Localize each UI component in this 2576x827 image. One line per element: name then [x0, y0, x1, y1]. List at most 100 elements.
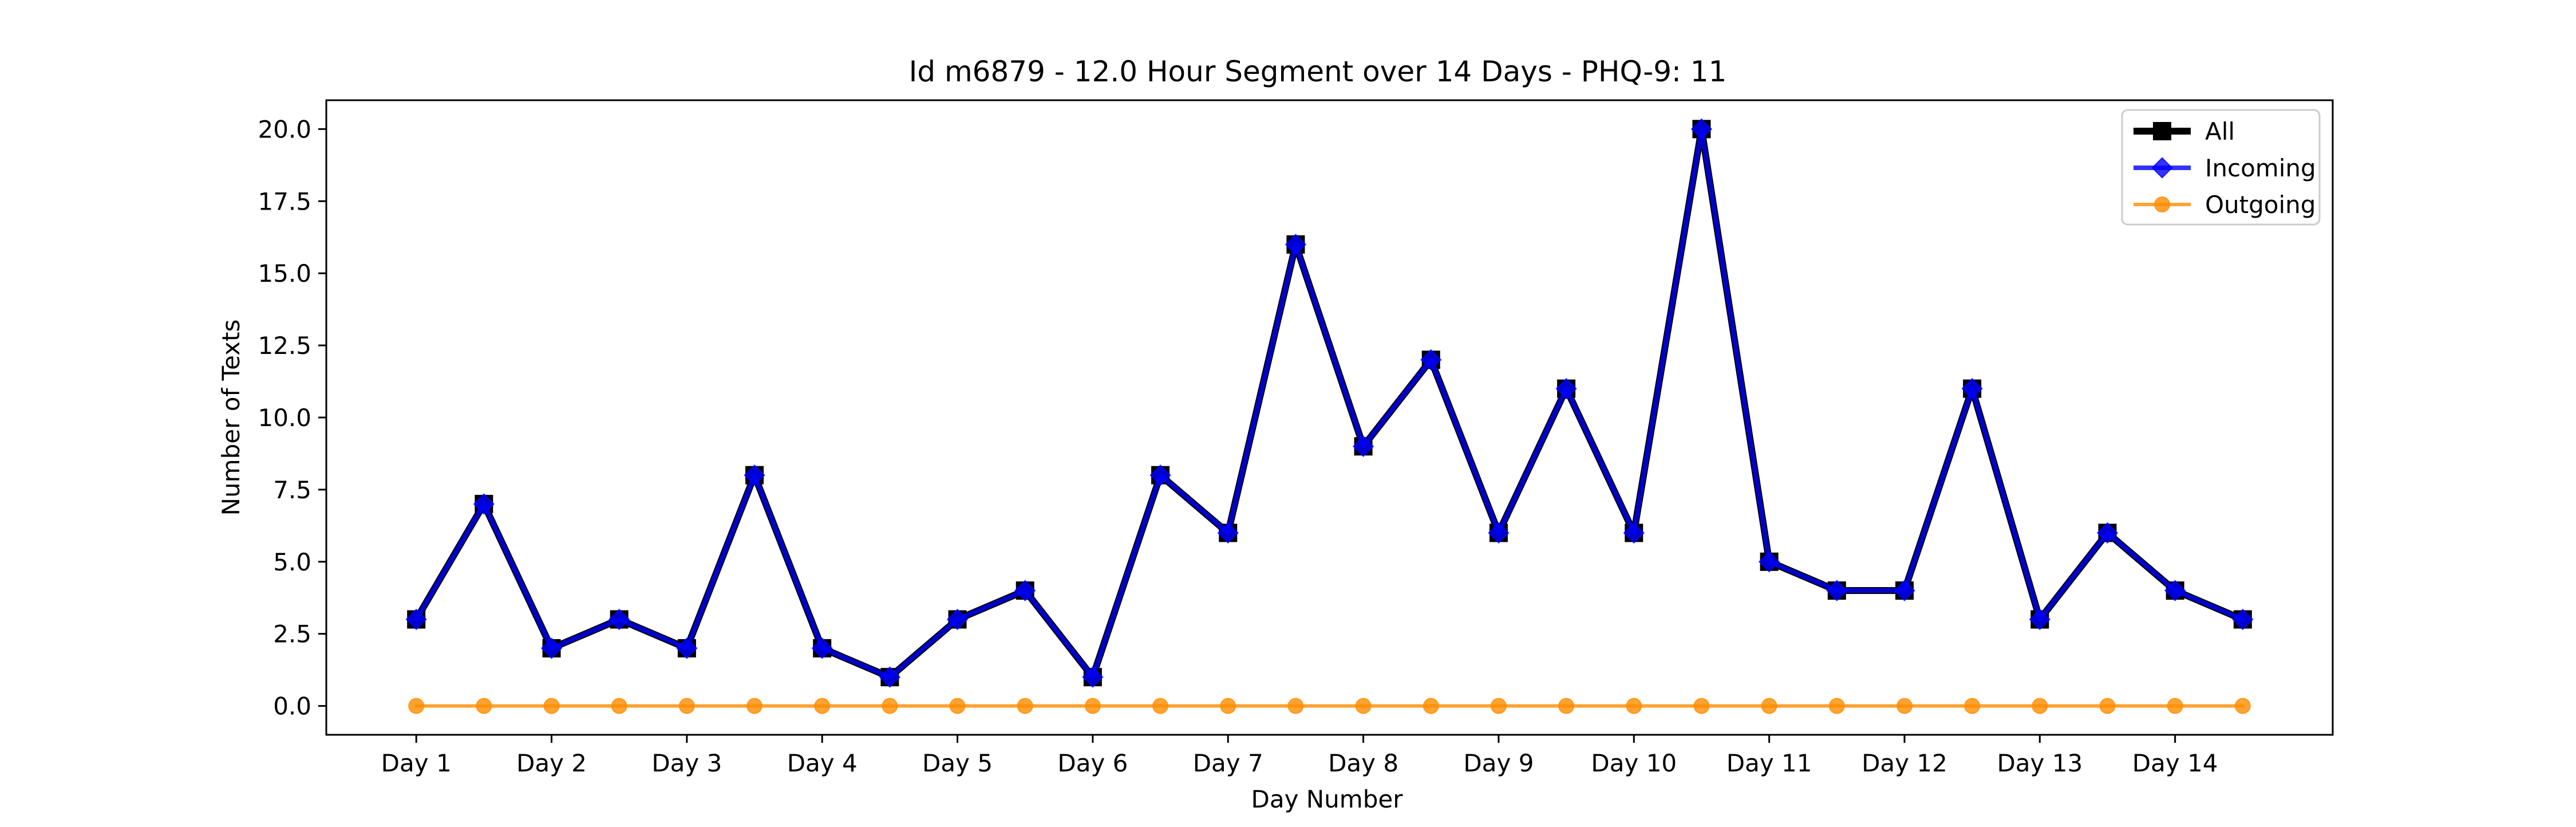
x-axis-label: Day Number [1251, 785, 1403, 813]
x-tick-label: Day 3 [651, 749, 722, 777]
x-tick-label: Day 2 [516, 749, 587, 777]
series-layer [405, 118, 2254, 714]
data-point-incoming [1014, 580, 1036, 601]
data-point-outgoing [1017, 698, 1033, 714]
legend-marker [2154, 196, 2170, 212]
data-point-incoming [1690, 118, 1713, 140]
legend-marker [2151, 157, 2173, 179]
legend: All Incoming Outgoing [2121, 109, 2321, 226]
data-point-outgoing [2167, 698, 2183, 714]
legend-item-incoming: Incoming [2134, 154, 2316, 182]
data-point-incoming [1149, 464, 1171, 486]
data-point-incoming [1082, 666, 1104, 688]
y-tick-label: 2.5 [273, 620, 311, 648]
data-point-outgoing [1287, 698, 1304, 714]
data-point-outgoing [2099, 698, 2116, 714]
y-axis-label: Number of Texts [217, 320, 245, 516]
data-point-incoming [1758, 551, 1780, 573]
data-point-outgoing [1626, 698, 1642, 714]
x-tick-label: Day 8 [1328, 749, 1398, 777]
data-point-incoming [540, 637, 563, 659]
data-point-outgoing [678, 698, 695, 714]
data-point-incoming [2096, 522, 2119, 544]
x-tick-label: Day 13 [1997, 749, 2083, 777]
data-point-incoming [1826, 580, 1848, 601]
y-tick-label: 20.0 [258, 115, 311, 143]
data-point-outgoing [1693, 698, 1710, 714]
data-point-outgoing [746, 698, 763, 714]
data-point-outgoing [543, 698, 560, 714]
data-point-incoming [811, 637, 833, 659]
data-point-incoming [2232, 608, 2254, 631]
y-tick-label: 5.0 [273, 548, 311, 576]
y-tick-label: 10.0 [258, 404, 311, 432]
x-tick-label: Day 9 [1463, 749, 1534, 777]
data-point-outgoing [476, 698, 492, 714]
data-point-incoming [473, 493, 495, 515]
x-tick-label: Day 14 [2132, 749, 2218, 777]
series-incoming [405, 118, 2254, 688]
legend-marker [2153, 122, 2171, 140]
data-point-outgoing [1490, 698, 1507, 714]
data-point-incoming [609, 608, 630, 631]
x-tick-label: Day 6 [1057, 749, 1128, 777]
data-point-outgoing [1355, 698, 1372, 714]
data-point-incoming [744, 464, 765, 486]
data-point-outgoing [1558, 698, 1575, 714]
data-point-outgoing [611, 698, 627, 714]
data-point-outgoing [882, 698, 898, 714]
legend-item-outgoing: Outgoing [2134, 191, 2316, 219]
data-point-incoming [2029, 608, 2050, 631]
legend-items: All Incoming Outgoing [2134, 117, 2316, 219]
data-point-outgoing [814, 698, 831, 714]
series-outgoing [408, 698, 2251, 714]
data-point-incoming [946, 608, 969, 631]
chart-title: Id m6879 - 12.0 Hour Segment over 14 Day… [909, 55, 1727, 88]
data-point-outgoing [1761, 698, 1777, 714]
data-point-incoming [1961, 377, 1983, 400]
data-point-incoming [1352, 435, 1374, 458]
data-point-outgoing [1220, 698, 1236, 714]
data-point-incoming [1217, 522, 1239, 544]
data-point-incoming [1285, 234, 1307, 255]
data-point-incoming [1420, 349, 1442, 371]
legend-label: All [2205, 117, 2235, 145]
data-point-outgoing [1423, 698, 1439, 714]
data-point-outgoing [1152, 698, 1169, 714]
data-point-outgoing [1084, 698, 1101, 714]
data-point-incoming [1555, 377, 1577, 400]
data-point-outgoing [1896, 698, 1913, 714]
data-point-outgoing [408, 698, 425, 714]
y-tick-label: 17.5 [258, 187, 311, 215]
legend-item-all: All [2134, 117, 2235, 145]
data-point-incoming [1488, 522, 1510, 544]
x-tick-label: Day 10 [1591, 749, 1677, 777]
data-point-outgoing [1964, 698, 1981, 714]
x-tick-label: Day 7 [1193, 749, 1263, 777]
x-tick-label: Day 11 [1726, 749, 1812, 777]
data-point-incoming [879, 666, 901, 688]
data-point-outgoing [1828, 698, 1845, 714]
y-tick-label: 0.0 [273, 692, 311, 720]
x-tick-label: Day 5 [922, 749, 993, 777]
series-line-incoming [414, 127, 2245, 680]
y-tick-label: 12.5 [258, 332, 311, 360]
x-tick-label: Day 12 [1862, 749, 1947, 777]
x-axis: Day 1 Day 2 Day 3 Day 4 Day 5 Day 6 Day 7 Day 8… [381, 735, 2218, 777]
data-point-outgoing [949, 698, 966, 714]
data-point-incoming [676, 637, 698, 659]
y-axis: 0.0 2.5 5.0 7.5 10.0 12.5 15.0 17.5 20.0 [258, 115, 326, 720]
data-point-outgoing [2032, 698, 2048, 714]
data-point-incoming [405, 608, 427, 631]
data-point-outgoing [2234, 698, 2251, 714]
x-tick-label: Day 1 [381, 749, 452, 777]
data-point-incoming [1894, 580, 1915, 601]
legend-label: Incoming [2205, 154, 2316, 182]
x-tick-label: Day 4 [787, 749, 858, 777]
y-tick-label: 7.5 [273, 476, 311, 504]
y-tick-label: 15.0 [258, 259, 311, 288]
data-point-incoming [1623, 522, 1645, 544]
data-point-incoming [2164, 580, 2186, 601]
